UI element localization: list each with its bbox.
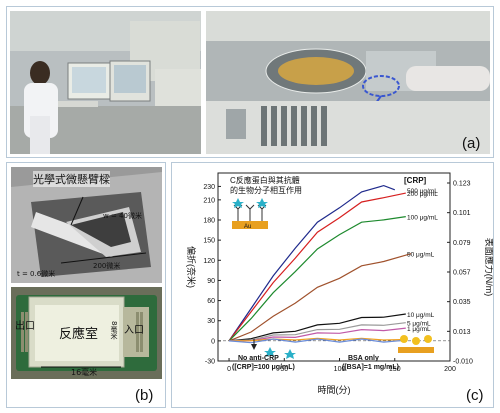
series-label: 1 μg/mL xyxy=(407,326,431,333)
panel-c-label: (c) xyxy=(466,387,484,404)
inlet-label: 入口 xyxy=(124,325,144,336)
y-axis-title-right: 表面應力(N/m) xyxy=(484,238,493,297)
series-label: 5 μg/mL xyxy=(407,321,431,328)
y-tick-label-right: 0.101 xyxy=(453,210,471,217)
no-anti-crp-line2: ([CRP]=100 μg/mL) xyxy=(232,364,295,371)
series-line xyxy=(228,184,396,342)
series-line xyxy=(228,253,412,342)
y-tick-label-left: 150 xyxy=(203,238,215,245)
y-tick-label-left: 210 xyxy=(203,197,215,204)
reaction-chip-photo: 出口 反應室 8毫米 入口 16毫米 xyxy=(11,287,162,379)
panel-c: 0 50 100 150 200 -30 0 30 60 90 120 150 180 210 230 -0.… xyxy=(171,162,494,408)
instrument-photo xyxy=(206,11,490,154)
series-line xyxy=(228,313,406,342)
x-axis-title: 時間(分) xyxy=(318,385,351,395)
y-tick-label-left: 30 xyxy=(207,318,215,325)
y-tick-label-right: 0.123 xyxy=(453,181,471,188)
series-label: 50 μg/mL xyxy=(407,252,435,259)
bsa-only-icon xyxy=(398,335,434,353)
panel-b-label: (b) xyxy=(135,387,154,404)
x-tick-label: 200 xyxy=(444,366,456,373)
x-tick-label: 0 xyxy=(227,366,231,373)
inner-width-label: 8毫米 xyxy=(110,321,118,340)
series-label: 100 μg/mL xyxy=(407,215,438,222)
panel-a-label: (a) xyxy=(462,135,481,152)
no-anti-crp-icon xyxy=(251,339,296,359)
chamber-label: 反應室 xyxy=(59,327,99,342)
series-line xyxy=(228,327,406,342)
y-tick-label-left: 120 xyxy=(203,258,215,265)
x-tick-label: 100 xyxy=(334,366,346,373)
panel-a: (a) xyxy=(6,6,494,158)
annotation-top-line2: 的生物分子相互作用 xyxy=(230,185,302,195)
y-tick-label-left: -30 xyxy=(205,359,215,366)
series-line xyxy=(228,338,406,344)
y-tick-label-left: 180 xyxy=(203,218,215,225)
crp-deflection-chart: 0 50 100 150 200 -30 0 30 60 90 120 150 180 210 230 -0.… xyxy=(186,172,493,395)
y-tick-label-right: 0.057 xyxy=(453,270,471,277)
series-label: 10 μg/mL xyxy=(407,312,435,319)
panel-b: 光學式微懸臂樑 w = 40微米 t = 0.6微米 200微米 出口 反應室 … xyxy=(6,162,166,408)
series-line xyxy=(228,322,406,342)
y-tick-label-right: -0.010 xyxy=(453,359,473,366)
annotation-top-line1: C反應蛋白與其抗體 xyxy=(230,175,300,185)
x-tick-label: 50 xyxy=(280,366,288,373)
au-label: Au xyxy=(244,224,251,230)
bsa-only-line2: ([BSA]=1 mg/mL) xyxy=(342,364,399,371)
series-label: 500 μg/mL xyxy=(407,188,438,195)
bsa-only-line1: BSA only xyxy=(348,355,379,362)
cantilever-sem-image: 光學式微懸臂樑 w = 40微米 t = 0.6微米 200微米 xyxy=(11,167,162,283)
width-label: w = 40微米 xyxy=(103,212,142,220)
y-tick-label-right: 0.013 xyxy=(453,329,471,336)
series-label: 200 μg/mL xyxy=(407,191,438,198)
thickness-label: t = 0.6微米 xyxy=(17,270,56,278)
no-anti-crp-line1: No anti-CRP xyxy=(238,355,279,362)
lab-operator-photo xyxy=(10,11,201,154)
y-tick-label-left: 90 xyxy=(207,278,215,285)
y-tick-label-right: 0.079 xyxy=(453,240,471,247)
series-line xyxy=(228,337,406,342)
y-tick-label-right: 0.035 xyxy=(453,299,471,306)
series-line xyxy=(228,216,406,342)
y-axis-title-left: 偏折(奈米) xyxy=(186,246,197,288)
outlet-label: 出口 xyxy=(15,321,35,332)
legend-title: [CRP] xyxy=(404,176,427,185)
series-line xyxy=(228,192,406,342)
y-tick-label-left: 60 xyxy=(207,298,215,305)
y-tick-label-left: 0 xyxy=(211,338,215,345)
y-tick-label-left: 230 xyxy=(203,184,215,191)
chip-length-label: 16毫米 xyxy=(71,368,98,377)
cantilever-title: 光學式微懸臂樑 xyxy=(33,171,110,187)
antibody-schematic-icon: Au xyxy=(232,198,268,230)
x-tick-label: 150 xyxy=(389,366,401,373)
length-label: 200微米 xyxy=(93,262,121,270)
